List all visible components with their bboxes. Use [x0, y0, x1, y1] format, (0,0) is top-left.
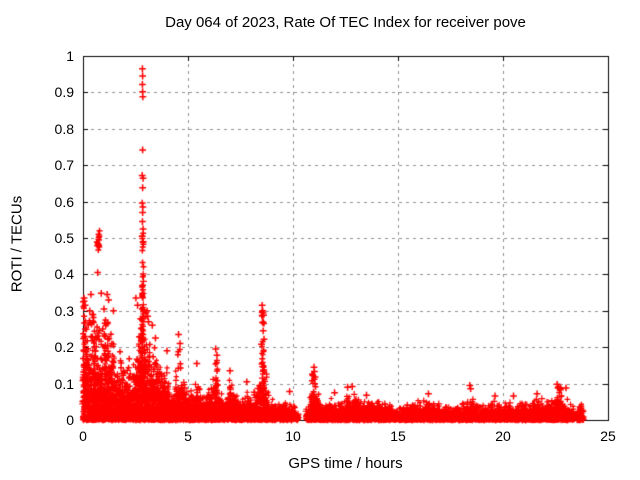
y-tick-label: 0.2 [54, 339, 74, 356]
y-tick-label: 0.7 [54, 157, 74, 174]
x-tick-label: 25 [600, 428, 616, 444]
y-tick-label: 0.3 [54, 302, 74, 319]
x-tick-label: 0 [79, 428, 87, 444]
y-tick-label: 0.6 [54, 193, 74, 210]
y-tick-label: 0.4 [54, 266, 74, 283]
y-tick-label: 0.5 [54, 230, 74, 246]
y-tick-label: 0 [66, 412, 74, 428]
x-tick-label: 15 [390, 428, 406, 444]
x-tick-label: 20 [495, 428, 511, 444]
x-tick-label: 10 [285, 428, 301, 444]
x-axis-label: GPS time / hours [288, 455, 403, 472]
y-tick-label: 0.1 [54, 375, 74, 392]
y-tick-label: 0.9 [54, 84, 74, 101]
y-tick-label: 0.8 [54, 120, 74, 137]
chart-title: Day 064 of 2023, Rate Of TEC Index for r… [165, 14, 526, 31]
y-tick-label: 1 [66, 48, 74, 64]
y-axis-label: ROTI / TECUs [8, 195, 26, 293]
x-tick-label: 5 [184, 428, 192, 444]
